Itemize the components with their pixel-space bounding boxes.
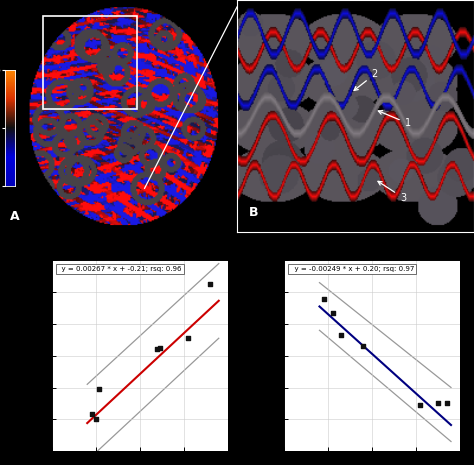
Point bbox=[320, 295, 328, 302]
Text: B: B bbox=[249, 206, 258, 219]
Point bbox=[329, 309, 337, 317]
Point bbox=[417, 401, 424, 409]
Text: 1: 1 bbox=[378, 111, 410, 128]
Y-axis label: χ (ppm): χ (ppm) bbox=[15, 335, 25, 376]
Point bbox=[443, 400, 450, 407]
Point bbox=[92, 416, 100, 423]
Y-axis label: χ (ppm): χ (ppm) bbox=[246, 335, 256, 376]
Point bbox=[206, 280, 214, 288]
Text: y = 0.00267 * x + -0.21; rsq: 0.96: y = 0.00267 * x + -0.21; rsq: 0.96 bbox=[57, 266, 182, 272]
Text: 3: 3 bbox=[378, 181, 406, 203]
Point bbox=[359, 342, 367, 350]
Point bbox=[156, 344, 164, 352]
Point bbox=[95, 385, 102, 393]
Point bbox=[434, 399, 442, 406]
Point bbox=[88, 410, 95, 417]
Point bbox=[184, 334, 192, 342]
Point bbox=[154, 345, 161, 353]
Text: 2: 2 bbox=[354, 69, 378, 90]
Text: A: A bbox=[9, 210, 19, 223]
Text: y = -0.00249 * x + 0.20; rsq: 0.97: y = -0.00249 * x + 0.20; rsq: 0.97 bbox=[290, 266, 414, 272]
Point bbox=[337, 332, 345, 339]
